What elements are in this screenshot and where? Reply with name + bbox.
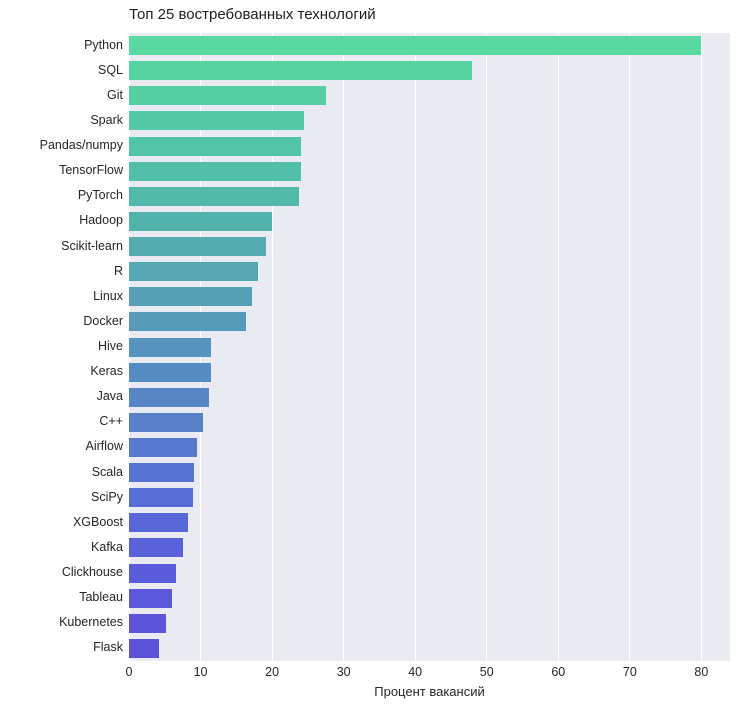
gridline-x-20 [271, 33, 273, 661]
bar-scipy [129, 488, 193, 508]
bar-row [129, 463, 730, 483]
bar-row [129, 86, 730, 106]
x-tick-label: 0 [125, 665, 133, 679]
bar-python [129, 36, 702, 56]
bar-row [129, 337, 730, 357]
y-tick-label: Tableau [79, 590, 123, 605]
bar-row [129, 488, 730, 508]
bar-hadoop [129, 211, 273, 231]
x-tick-label: 20 [265, 665, 280, 679]
y-tick-label: C++ [99, 414, 123, 429]
bar-row [129, 111, 730, 131]
y-tick-label: SQL [97, 62, 123, 77]
bar-scikit-learn [129, 237, 267, 257]
bar-row [129, 563, 730, 583]
y-tick-label: PyTorch [77, 188, 123, 203]
x-tick-label: 70 [622, 665, 637, 679]
gridline-x-50 [486, 33, 488, 661]
y-tick-label: Hadoop [79, 213, 123, 228]
gridline-x-70 [629, 33, 631, 661]
gridline-x-60 [557, 33, 559, 661]
bar-kubernetes [129, 613, 167, 633]
bar-kafka [129, 538, 184, 558]
x-tick-label: 60 [551, 665, 566, 679]
bar-row [129, 237, 730, 257]
y-tick-label: Scikit-learn [61, 238, 123, 253]
gridline-x-30 [343, 33, 345, 661]
y-tick-label: Scala [91, 464, 123, 479]
bar-flask [129, 638, 160, 658]
bar-pandas-numpy [129, 136, 301, 156]
y-tick-label: Flask [93, 640, 123, 655]
y-tick-label: Python [84, 37, 123, 52]
x-tick-label: 80 [694, 665, 709, 679]
gridline-x-40 [414, 33, 416, 661]
bar-row [129, 613, 730, 633]
bar-xgboost [129, 513, 189, 533]
bar-c- [129, 412, 203, 432]
bar-hive [129, 337, 212, 357]
bar-row [129, 136, 730, 156]
bar-keras [129, 362, 211, 382]
bar-row [129, 211, 730, 231]
bar-row [129, 61, 730, 81]
y-tick-label: Docker [83, 313, 123, 328]
y-tick-label: Git [107, 87, 123, 102]
y-tick-label: Kubernetes [59, 615, 123, 630]
bar-row [129, 387, 730, 407]
y-tick-label: Hive [97, 339, 123, 353]
bar-tensorflow [129, 161, 301, 181]
bar-row [129, 36, 730, 56]
plot-area [128, 33, 730, 661]
y-tick-label: TensorFlow [59, 163, 123, 178]
y-tick-label: Airflow [85, 439, 123, 454]
x-tick-label: 30 [336, 665, 351, 679]
bar-clickhouse [129, 563, 176, 583]
x-tick-label: 50 [479, 665, 494, 679]
bar-row [129, 412, 730, 432]
bar-row [129, 588, 730, 608]
y-tick-label: SciPy [91, 489, 123, 504]
bar-java [129, 387, 210, 407]
bar-scala [129, 463, 195, 483]
chart-title: Топ 25 востребованных технологий [129, 6, 376, 23]
y-tick-label: Clickhouse [61, 565, 123, 580]
x-axis-title: Процент вакансий [374, 684, 485, 699]
gridline-x-80 [700, 33, 702, 661]
y-tick-label: Kafka [91, 539, 123, 554]
bar-spark [129, 111, 305, 131]
bar-r [129, 262, 258, 282]
bar-git [129, 86, 326, 106]
bar-row [129, 161, 730, 181]
y-tick-label: R [113, 263, 123, 278]
bar-airflow [129, 437, 197, 457]
bar-row [129, 362, 730, 382]
bar-linux [129, 287, 253, 307]
bar-tableau [129, 588, 172, 608]
y-tick-label: Linux [93, 288, 123, 303]
bar-row [129, 437, 730, 457]
bar-row [129, 312, 730, 332]
y-tick-label: Keras [90, 364, 123, 379]
bar-row [129, 538, 730, 558]
x-tick-label: 40 [408, 665, 423, 679]
bar-pytorch [129, 186, 299, 206]
bar-row [129, 513, 730, 533]
bar-row [129, 262, 730, 282]
y-tick-label: XGBoost [72, 514, 123, 529]
bar-sql [129, 61, 473, 81]
x-tick-label: 10 [193, 665, 208, 679]
y-tick-label: Spark [90, 112, 123, 127]
bar-docker [129, 312, 247, 332]
y-tick-label: Pandas/numpy [39, 138, 123, 153]
bar-row [129, 186, 730, 206]
y-tick-label: Java [96, 389, 123, 404]
bar-row [129, 638, 730, 658]
bar-row [129, 287, 730, 307]
